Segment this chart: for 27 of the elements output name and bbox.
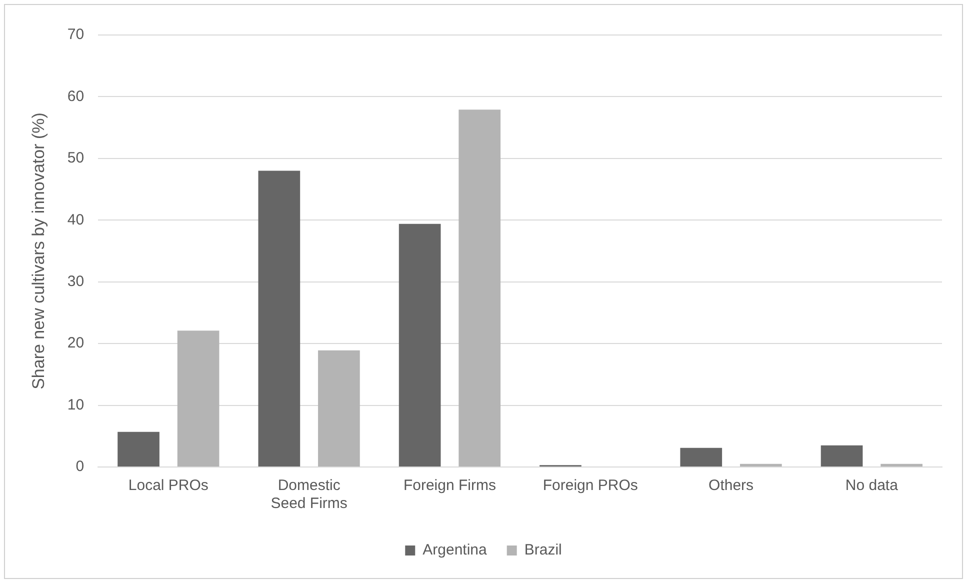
bar bbox=[258, 170, 300, 466]
bar bbox=[820, 445, 863, 466]
bar bbox=[398, 224, 441, 466]
x-tick-label: Others bbox=[708, 477, 754, 494]
x-tick-label: Foreign PROs bbox=[542, 477, 638, 494]
x-tick-label: Local PROs bbox=[128, 477, 208, 494]
bar bbox=[740, 464, 782, 466]
x-tick-label: Foreign Firms bbox=[403, 477, 496, 494]
y-tick-label: 20 bbox=[67, 334, 84, 352]
bar bbox=[458, 110, 501, 466]
x-tick-label: No data bbox=[845, 477, 899, 494]
y-axis-title: Share new cultivars by innovator (%) bbox=[28, 112, 48, 390]
bar bbox=[880, 464, 922, 466]
legend-label: Argentina bbox=[422, 542, 488, 559]
y-tick-label: 50 bbox=[67, 150, 84, 167]
y-tick-label: 40 bbox=[67, 211, 84, 228]
y-tick-label: 10 bbox=[67, 396, 84, 414]
bar bbox=[680, 448, 722, 466]
legend-label: Brazil bbox=[524, 542, 562, 559]
y-tick-label: 70 bbox=[67, 26, 84, 44]
bar bbox=[318, 350, 360, 466]
bar bbox=[118, 432, 160, 466]
y-tick-label: 0 bbox=[76, 458, 84, 476]
y-tick-label: 30 bbox=[67, 273, 84, 290]
x-tick-label: Domestic Seed Firms bbox=[270, 477, 348, 512]
y-tick-label: 60 bbox=[67, 88, 84, 105]
bar bbox=[177, 330, 220, 466]
